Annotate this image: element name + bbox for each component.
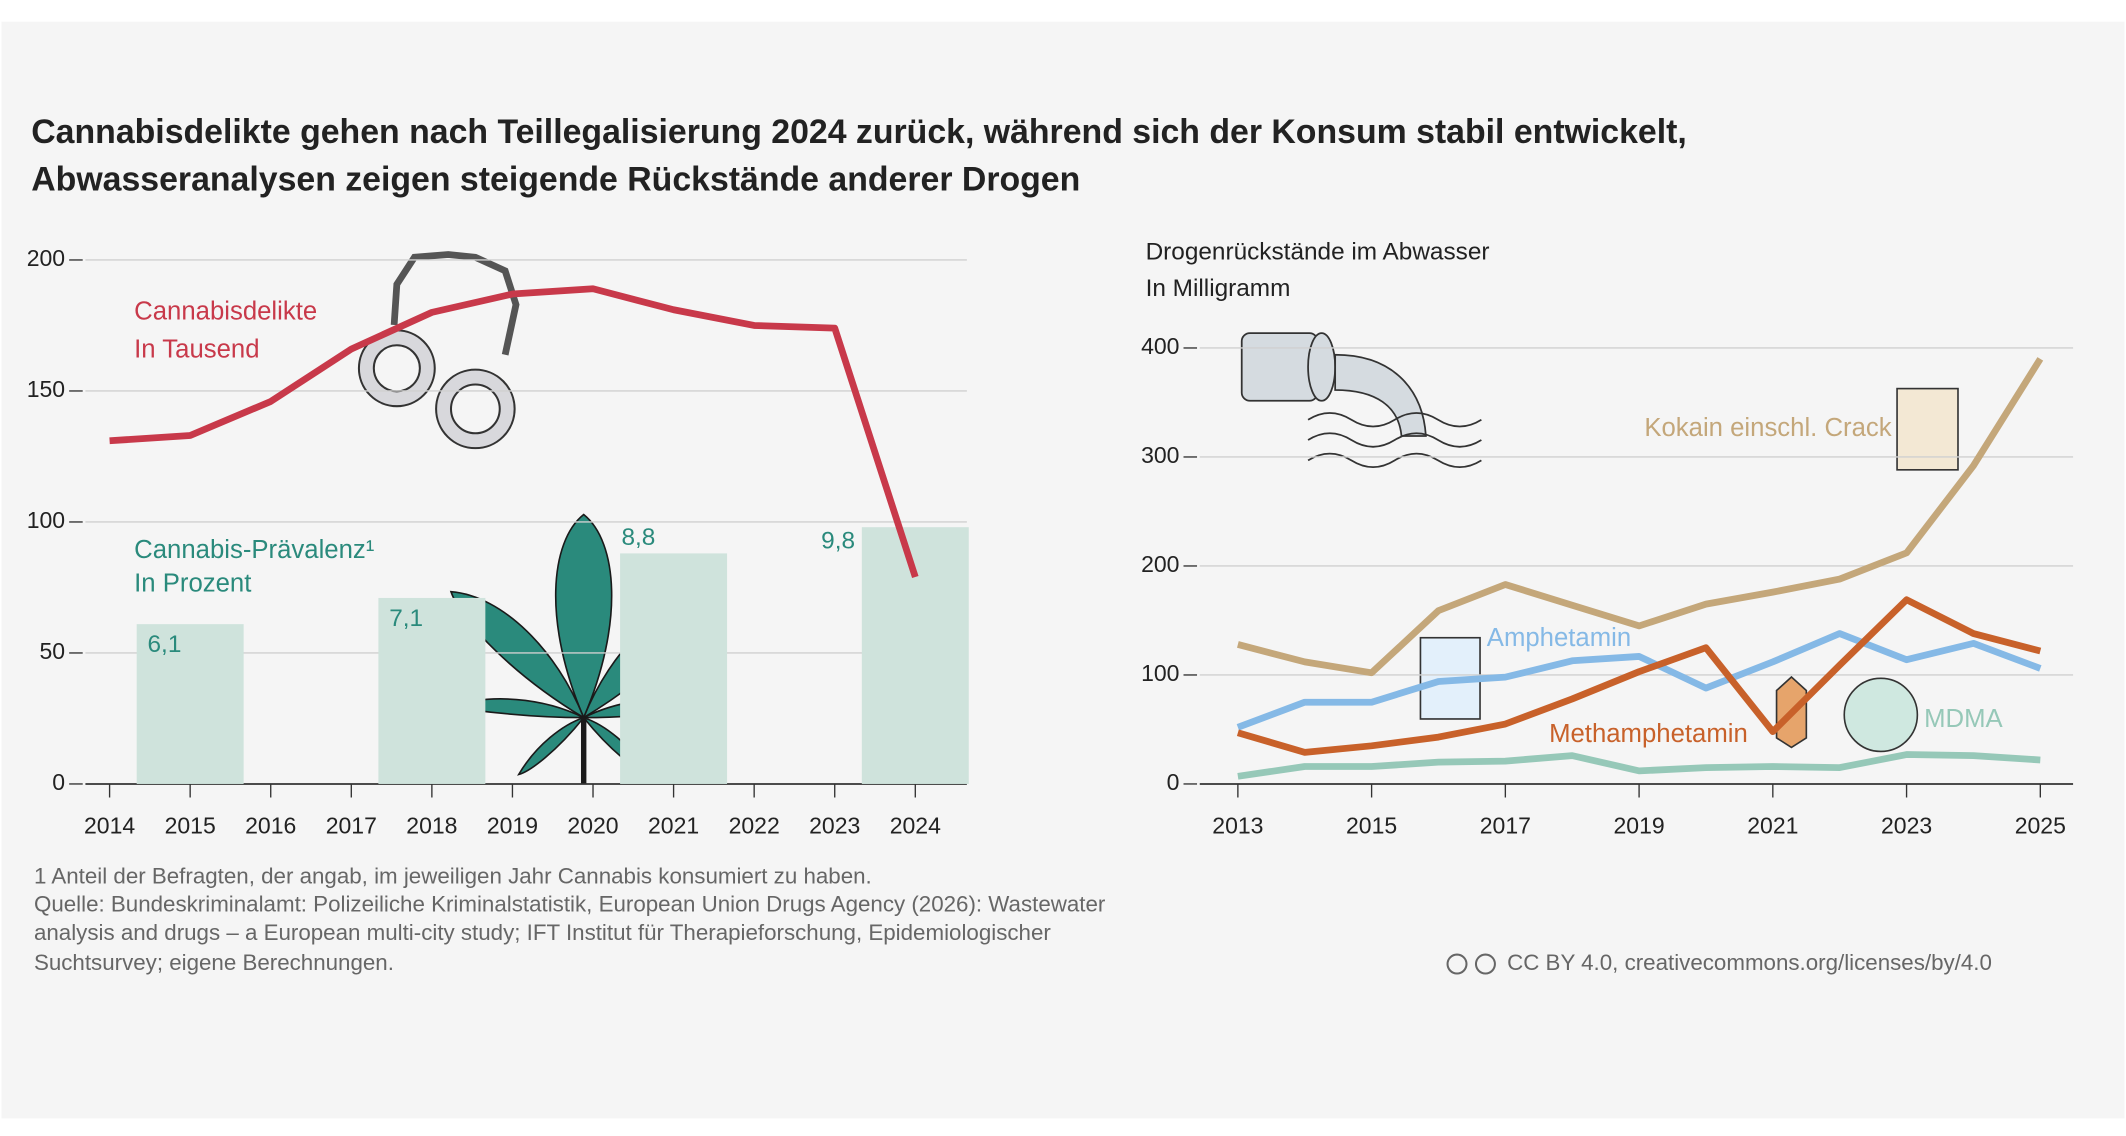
y-tick-label: 150 (27, 376, 65, 402)
y-tick-label: 0 (1167, 769, 1180, 795)
x-tick-label: 2018 (406, 812, 457, 838)
x-tick-label: 2020 (567, 812, 618, 838)
title: Abwasseranalysen zeigen steigende Rückst… (31, 160, 1080, 198)
line (1236, 596, 2042, 756)
data-label: 6,1 (148, 631, 182, 658)
x-tick-label: 2016 (245, 812, 296, 838)
source: Quelle: Bundeskriminalamt: Polizeiliche … (34, 892, 1106, 917)
x-tick-label: 2025 (2015, 812, 2066, 838)
bar (620, 553, 728, 784)
series-label: MDMA (1924, 705, 2003, 733)
bar (861, 527, 969, 784)
x-tick-label: 2022 (729, 812, 780, 838)
title: Cannabisdelikte gehen nach Teillegalisie… (31, 113, 1687, 151)
x-tick-label: 2014 (84, 812, 135, 838)
x-tick-label: 2019 (487, 812, 538, 838)
line (1236, 630, 2042, 731)
x-tick-label: 2024 (890, 812, 941, 838)
y-tick-label: 200 (27, 245, 65, 271)
series-label: Kokain einschl. Crack (1644, 414, 1891, 442)
y-tick-label: 400 (1141, 333, 1179, 359)
x-tick-label: 2015 (1346, 812, 1397, 838)
data-label: 7,1 (389, 605, 423, 632)
bar (378, 597, 486, 784)
source: analysis and drugs – a European multi-ci… (34, 920, 1051, 945)
y-tick-label: 200 (1141, 551, 1179, 577)
x-tick-label: 2021 (1747, 812, 1798, 838)
x-tick-label: 2021 (648, 812, 699, 838)
line (1237, 357, 2044, 677)
series-label: Amphetamin (1487, 624, 1631, 652)
x-tick-label: 2013 (1212, 812, 1263, 838)
x-tick-label: 2023 (1881, 812, 1932, 838)
source: Suchtsurvey; eigene Berechnungen. (34, 950, 394, 975)
pipe-icon (1240, 332, 1482, 469)
bar (136, 624, 244, 784)
x-tick-label: 2019 (1614, 812, 1665, 838)
footnote: 1 Anteil der Befragten, der angab, im je… (34, 863, 872, 888)
data-label: 9,8 (821, 528, 855, 555)
series-label: Methamphetamin (1549, 720, 1748, 748)
y-tick-label: 100 (1141, 660, 1179, 686)
legend-unit: In Tausend (134, 335, 259, 363)
y-tick-label: 50 (40, 638, 66, 664)
background (1, 21, 2125, 1119)
y-tick-label: 300 (1141, 442, 1179, 468)
legend-label: Cannabis-Prävalenz¹ (134, 536, 374, 564)
handcuffs-icon (357, 251, 520, 450)
x-tick-label: 2017 (326, 812, 377, 838)
license-icons (1446, 953, 1496, 975)
legend-label: Cannabisdelikte (134, 298, 317, 326)
license: CC BY 4.0, creativecommons.org/licenses/… (1507, 950, 1992, 975)
chart-subtitle: In Milligramm (1146, 275, 1291, 302)
y-tick-label: 100 (27, 507, 65, 533)
line (1237, 751, 2041, 780)
x-tick-label: 2015 (165, 812, 216, 838)
x-tick-label: 2023 (809, 812, 860, 838)
line (109, 285, 919, 579)
data-label: 8,8 (621, 524, 655, 551)
y-tick-label: 0 (52, 769, 65, 795)
x-tick-label: 2017 (1480, 812, 1531, 838)
chart-title: Drogenrückstände im Abwasser (1146, 239, 1490, 266)
legend-unit: In Prozent (134, 570, 251, 598)
